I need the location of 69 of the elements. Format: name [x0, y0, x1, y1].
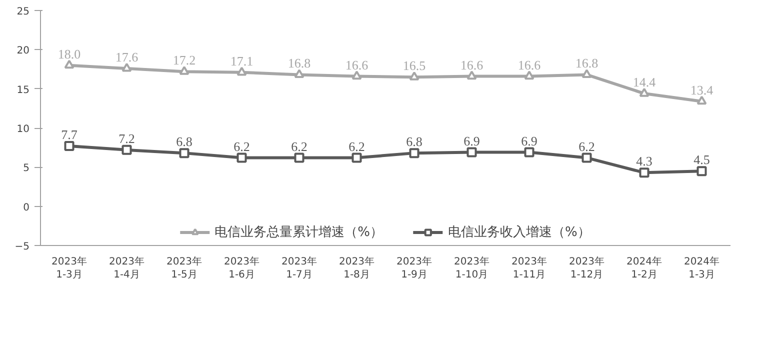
data-label: 6.2	[578, 138, 595, 154]
data-label: 17.2	[172, 52, 196, 68]
point	[639, 88, 650, 97]
legend-label: 电信业务收入增速（%）	[448, 224, 590, 241]
x-tick-label: 2023年 1-6月	[224, 256, 260, 281]
data-label: 6.9	[464, 133, 480, 148]
y-tick-label: 0	[23, 202, 30, 214]
x-tick-label: 2023年 1-12月	[569, 256, 604, 281]
x-tick-label: 2024年 1-2月	[626, 256, 662, 281]
point	[64, 141, 74, 152]
x-tick-label: 2023年 1-8月	[339, 256, 374, 281]
point	[236, 66, 247, 76]
point	[352, 70, 362, 80]
point	[122, 62, 132, 72]
y-tick-label: 25	[16, 6, 30, 18]
point	[409, 148, 420, 158]
y-tick-label: 15	[16, 84, 30, 96]
data-label: 16.8	[288, 56, 311, 71]
x-tick-label: 2024年 1-3月	[684, 256, 720, 281]
y-tick-label: 5	[23, 163, 30, 174]
point	[582, 152, 592, 163]
data-label: 16.6	[345, 57, 369, 72]
point	[236, 152, 247, 163]
data-label: 18.0	[58, 46, 81, 62]
data-label: 17.6	[115, 49, 139, 64]
x-tick-label: 2023年 1-5月	[166, 256, 202, 281]
point	[64, 60, 74, 69]
point	[466, 70, 477, 80]
point	[179, 148, 190, 158]
legend-label: 电信业务总量累计增速（%）	[214, 224, 383, 241]
data-label: 13.4	[690, 82, 714, 98]
data-label: 6.8	[176, 134, 192, 150]
data-label: 4.3	[636, 154, 652, 169]
point	[352, 152, 362, 163]
point	[294, 152, 304, 163]
data-label: 7.2	[118, 130, 135, 146]
data-label: 16.8	[575, 56, 598, 71]
y-tick-label: 20	[16, 46, 30, 57]
point	[409, 71, 420, 80]
data-label: 17.1	[230, 53, 254, 68]
data-label: 7.7	[61, 127, 78, 142]
point	[294, 69, 304, 78]
x-tick-label: 2023年 1-3月	[52, 256, 87, 281]
data-label: 16.5	[402, 58, 426, 74]
x-tick-label: 2023年 1-4月	[109, 256, 144, 281]
data-label: 6.2	[348, 138, 365, 154]
data-label: 16.6	[518, 57, 542, 72]
x-tick-label: 2023年 1-10月	[454, 256, 490, 281]
point	[696, 96, 707, 105]
data-label: 6.9	[521, 133, 538, 148]
point	[524, 147, 534, 158]
y-tick-label: −5	[14, 242, 30, 252]
data-label: 6.2	[291, 138, 308, 154]
x-tick-label: 2023年 1-11月	[512, 256, 547, 281]
point	[696, 166, 707, 176]
point	[179, 66, 190, 75]
data-label: 6.8	[406, 134, 422, 150]
point	[466, 147, 477, 158]
data-label: 4.5	[694, 152, 710, 168]
data-label: 14.4	[632, 74, 656, 90]
x-tick-label: 2023年 1-7月	[282, 256, 317, 281]
point	[122, 144, 132, 155]
data-label: 16.6	[460, 57, 484, 72]
y-tick-label: 10	[16, 124, 30, 135]
data-label: 6.2	[234, 138, 250, 154]
x-tick-label: 2023年 1-9月	[396, 256, 432, 281]
point	[639, 168, 650, 178]
point	[524, 70, 534, 80]
point	[582, 69, 592, 78]
